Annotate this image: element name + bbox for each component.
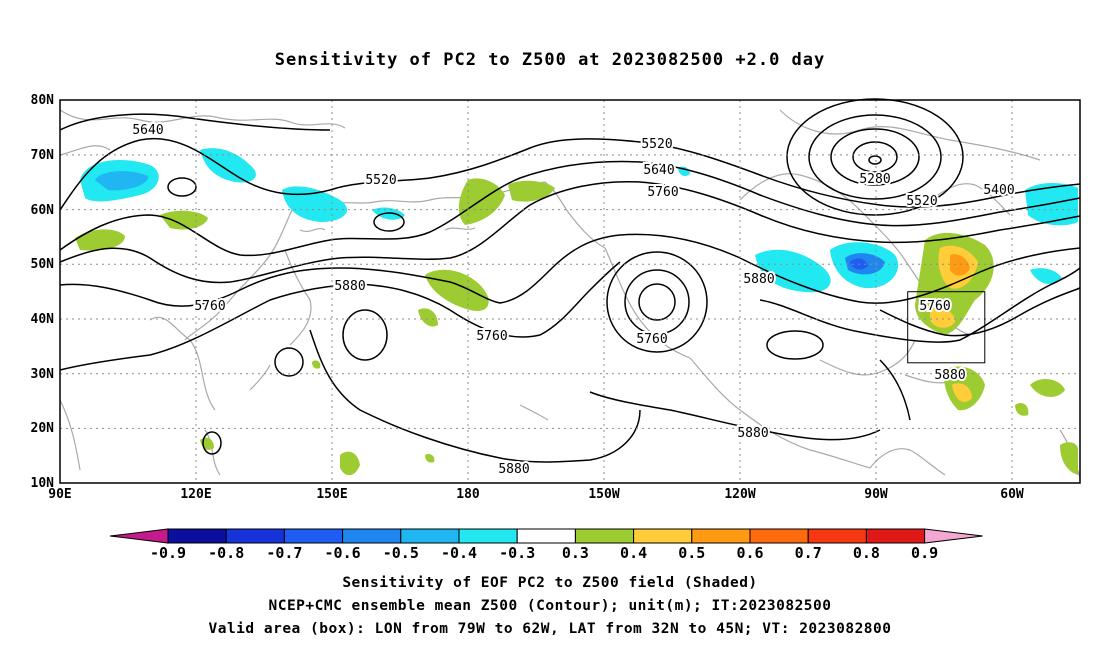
contour-label: 5760 [194,299,225,314]
colorbar-label: 0.7 [795,544,822,562]
colorbar-swatch [283,528,344,544]
shading-neg [282,186,348,222]
shading-pos [508,180,555,202]
lon-label: 60W [1000,487,1024,502]
contour-label: 5400 [983,183,1014,198]
colorbar-swatch [516,528,576,544]
colorbar-swatch [807,528,867,544]
contour-label: 5760 [919,299,950,314]
caption-line-2: NCEP+CMC ensemble mean Z500 (Contour); u… [268,598,832,614]
colorbar-label: 0.4 [620,544,647,562]
contour-label: 5520 [365,173,396,188]
lon-label: 90W [864,487,888,502]
lat-label: 10N [31,476,55,491]
contour-label: 5760 [476,329,507,344]
contour-label: 5880 [737,426,768,441]
shading-pos [340,451,360,476]
lat-label: 70N [31,148,55,163]
shading-pos [425,269,489,311]
shading-pos [1060,442,1078,475]
caption-line-1: Sensitivity of EOF PC2 to Z500 field (Sh… [342,575,758,591]
shading-pos [1030,378,1065,397]
lon-label: 120W [724,487,755,502]
shading-pos [75,229,125,251]
contour-labels: 5640 5520 5520 5640 5760 5280 5400 5520 5760 5880… [130,121,1016,479]
lon-label: 180 [456,487,480,502]
shading-pos [418,308,438,327]
contour-label: 5640 [132,123,163,138]
contour-label: 5880 [498,462,529,477]
shading-neg [200,148,256,183]
colorbar-swatch [458,528,518,544]
lat-label: 60N [31,203,55,218]
colorbar-label: -0.3 [499,544,535,562]
colorbar-swatch [342,528,402,544]
shading-pos [312,360,321,369]
colorbar-label: 0.8 [853,544,880,562]
lat-label: 80N [31,93,55,108]
shading-neg [95,171,149,191]
contour-label: 5640 [643,163,674,178]
contour-label: 5760 [636,332,667,347]
colorbar-label: -0.9 [150,544,186,562]
map-grid [60,100,1080,483]
colorbar-label: -0.6 [325,544,361,562]
contour-label: 5520 [906,194,937,209]
lat-label: 50N [31,257,55,272]
lon-label: 120E [180,487,211,502]
lon-label: 150W [588,487,619,502]
valid-area-box [907,291,986,364]
lon-label: 150E [316,487,347,502]
map-frame [59,99,1081,484]
contour-label: 5880 [743,272,774,287]
colorbar-end-low [109,528,169,544]
colorbar-label: 0.3 [562,544,589,562]
contour-label: 5280 [859,172,890,187]
contour-label: 5520 [641,137,672,152]
colorbar-label: 0.5 [678,544,705,562]
shading-pos [950,254,970,276]
caption-line-3: Valid area (box): LON from 79W to 62W, L… [208,621,892,637]
axis-labels: 80N 70N 60N 50N 40N 30N 20N 10N 90E 120E… [31,93,1024,502]
colorbar: -0.9 -0.8 -0.7 -0.6 -0.5 -0.4 -0.3 0.3 0.4 0.5 0.6… [109,528,983,562]
shading-pos [200,437,214,450]
shading-pos [458,178,505,225]
colorbar-swatch [865,528,926,544]
contour-label: 5880 [334,279,365,294]
contour-label: 5760 [647,185,678,200]
colorbar-swatch [167,528,227,544]
colorbar-swatch [691,528,751,544]
colorbar-swatch [749,528,809,544]
contour-label: 5880 [934,368,965,383]
colorbar-label: 0.9 [911,544,938,562]
shading-pos [160,210,208,230]
lat-label: 40N [31,312,55,327]
colorbar-swatch [225,528,285,544]
colorbar-label: -0.5 [383,544,419,562]
negative-sensitivity-shading [80,148,1078,293]
shading-pos [952,383,972,402]
shading-pos [1015,403,1029,416]
z500-contours [59,98,1081,463]
shading-pos [425,453,435,463]
colorbar-label: -0.8 [208,544,244,562]
colorbar-end-high [924,528,983,544]
lon-label: 90E [48,487,71,502]
shading-neg [1030,268,1062,285]
shading-neg [755,249,831,293]
lat-label: 20N [31,421,55,436]
map-title: Sensitivity of PC2 to Z500 at 2023082500… [274,50,826,70]
shading-pos [930,308,955,328]
colorbar-swatch [633,528,693,544]
colorbar-label: 0.6 [736,544,763,562]
colorbar-swatch [574,528,635,544]
colorbar-swatch [400,528,460,544]
colorbar-label: -0.7 [266,544,302,562]
lat-label: 30N [31,367,55,382]
colorbar-label: -0.4 [441,544,477,562]
